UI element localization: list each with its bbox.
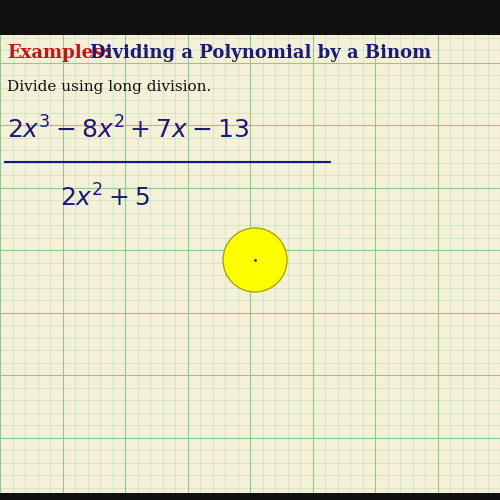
Text: Divide using long division.: Divide using long division.: [7, 80, 211, 94]
Text: $2x^3 - 8x^2 + 7x - 13$: $2x^3 - 8x^2 + 7x - 13$: [7, 116, 249, 143]
Bar: [0, 0, 500, 35]
Circle shape: [223, 228, 287, 292]
Bar: [0, 492, 500, 500]
Text: $2x^2 + 5$: $2x^2 + 5$: [60, 184, 150, 212]
Text: Dividing a Polynomial by a Binom: Dividing a Polynomial by a Binom: [90, 44, 431, 62]
Text: Examples:: Examples:: [7, 44, 110, 62]
